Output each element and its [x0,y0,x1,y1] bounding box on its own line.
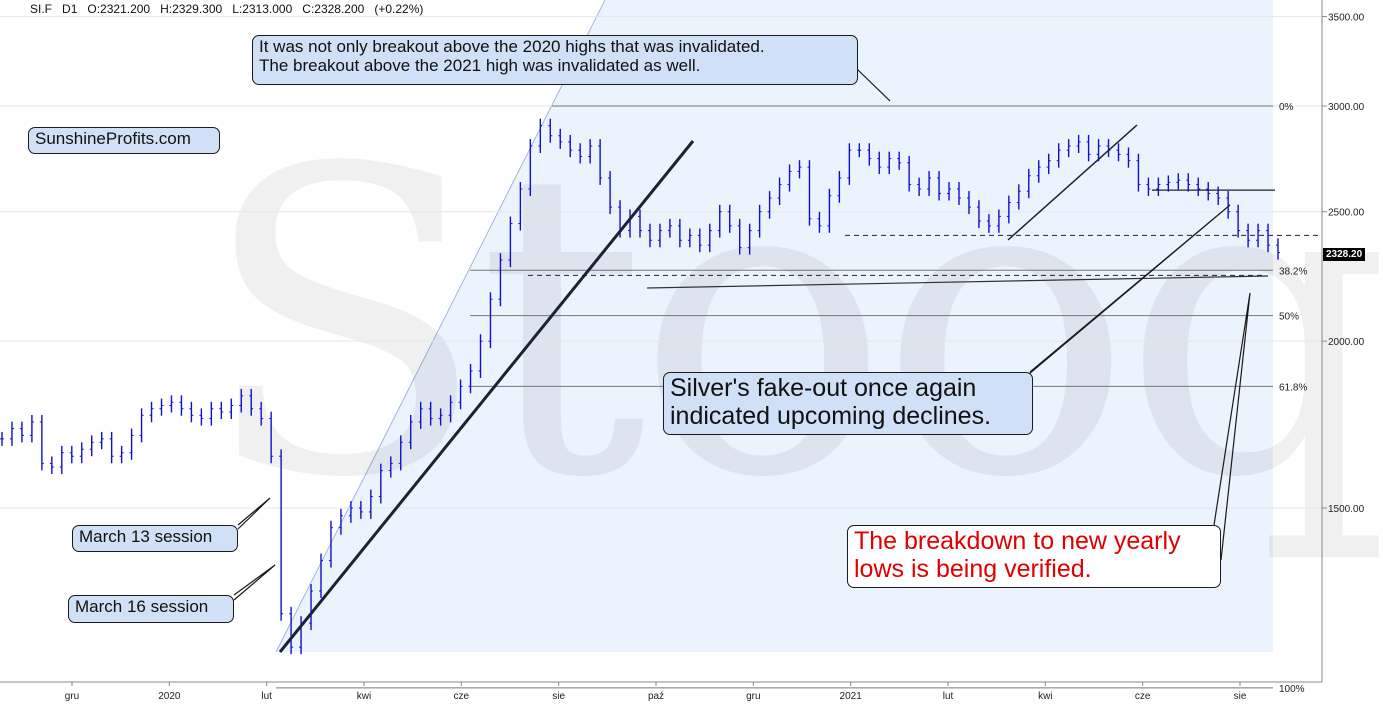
x-tick-label: kwi [357,691,371,702]
grid-lines [0,16,1322,509]
high-value: H:2329.300 [160,2,223,16]
callout-top: It was not only breakout above the 2020 … [252,35,858,85]
last-price-tag: 2328.20 [1323,248,1366,261]
y-tick-label: 2000.00 [1328,337,1365,348]
callout-march16: March 16 session [68,595,234,623]
y-tick-label: 3000.00 [1328,102,1365,113]
x-tick-label: 2020 [158,691,181,702]
fib-label: 50% [1279,312,1299,323]
x-tick-label: paź [648,691,664,702]
leader-breakdown [1213,292,1251,561]
y-tick-label: 3500.00 [1328,13,1365,24]
x-tick-label: cze [454,691,470,702]
close-value: C:2328.200 [302,2,365,16]
watermark-text: Stooq [200,81,1383,570]
x-tick-label: 2021 [840,691,863,702]
x-tick-label: sie [552,691,565,702]
y-tick-label: 2500.00 [1328,208,1365,219]
low-value: L:2313.000 [232,2,293,16]
change-value: (+0.22%) [374,2,424,16]
fib-label: 38.2% [1279,266,1307,277]
trend-lines [278,124,1138,653]
interval: D1 [62,2,78,16]
fib-label: 0% [1279,102,1294,113]
chart-header: SI.F D1 O:2321.200 H:2329.300 L:2313.000… [30,2,423,16]
open-value: O:2321.200 [87,2,151,16]
fib-label: 100% [1279,684,1305,695]
x-tick-label: gru [65,691,79,702]
leader-march13 [237,497,271,530]
axes: 3500.00 3000.00 2500.00 2000.00 1500.00 gru 20… [0,0,1365,702]
fibonacci-levels: 0% 38.2% 50% 61.8% 100% [276,102,1307,695]
fib-fan-fill [276,0,1273,652]
main-uptrend-line [278,140,695,653]
callout-brand: SunshineProfits.com [28,127,220,154]
callout-fakeout: Silver's fake-out once again indicated u… [663,372,1033,435]
price-bars [0,118,1280,655]
stooq-watermark: Stooq [200,81,1383,570]
callout-march13: March 13 session [72,525,238,552]
leader-fakeout [1009,204,1231,391]
minor-uptrend-line [1007,124,1138,241]
callout-breakdown: The breakdown to new yearly lows is bein… [847,525,1221,588]
fib-label: 61.8% [1279,382,1307,393]
reference-lines [528,189,1320,289]
x-tick-label: gru [746,691,760,702]
support-line [646,275,1269,289]
symbol: SI.F [30,2,53,16]
y-tick-label: 1500.00 [1328,504,1365,515]
x-tick-label: cze [1135,691,1151,702]
x-tick-label: kwi [1038,691,1052,702]
x-tick-label: sie [1234,691,1247,702]
leader-march16 [233,564,276,601]
x-tick-label: lut [261,691,272,702]
x-tick-label: lut [943,691,954,702]
